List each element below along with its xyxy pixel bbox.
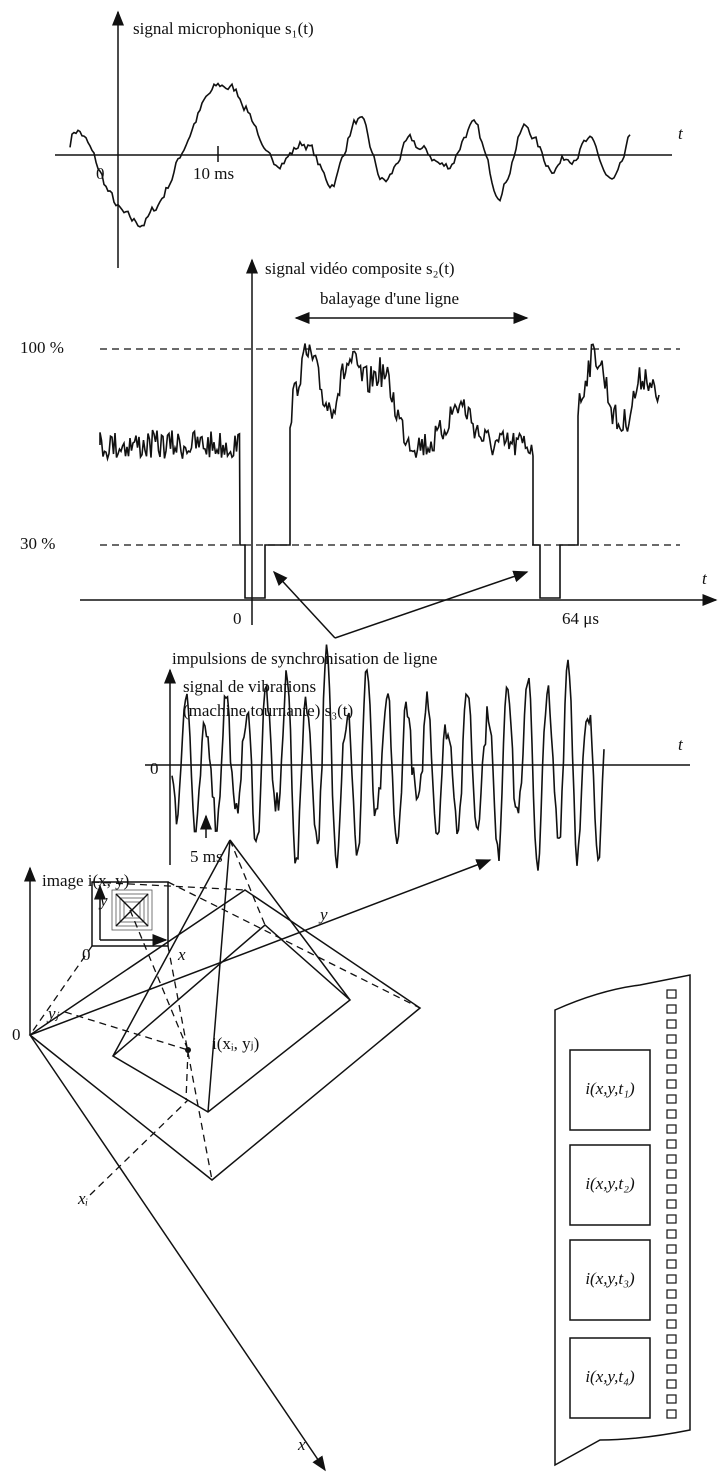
sprocket-hole [667, 1350, 676, 1358]
tick-label: 64 μs [562, 609, 599, 628]
sprocket-hole [667, 1110, 676, 1118]
pointer [335, 572, 527, 638]
figure: signal microphonique s₁(t) t 0 10 ms 100… [0, 0, 721, 1480]
sprocket-hole [667, 990, 676, 998]
sprocket-hole [667, 1275, 676, 1283]
sprocket-hole [667, 1290, 676, 1298]
caption: impulsions de synchronisation de ligne [172, 649, 437, 668]
sprocket-hole [667, 1155, 676, 1163]
origin: 0 [82, 945, 91, 964]
span-label: balayage d'une ligne [320, 289, 459, 308]
title: signal de vibrations [183, 677, 316, 696]
origin: 0 [12, 1025, 21, 1044]
frame-label: i(x,y,t₄) [585, 1367, 635, 1386]
title: signal vidéo composite s₂(t) [265, 259, 455, 278]
sprocket-hole [667, 1260, 676, 1268]
sprocket-hole [667, 1245, 676, 1253]
point [185, 1047, 191, 1053]
sprocket-hole [667, 1035, 676, 1043]
sprocket-hole [667, 1410, 676, 1418]
axis-label: y [98, 891, 108, 910]
pointer [274, 572, 335, 638]
sprocket-hole [667, 1065, 676, 1073]
axis-label: x [297, 1435, 306, 1454]
sprocket-hole [667, 1305, 676, 1313]
sprocket-hole [667, 1230, 676, 1238]
sprocket-hole [667, 1050, 676, 1058]
level-label: 100 % [20, 338, 64, 357]
point-label: i(xᵢ, yⱼ) [212, 1034, 259, 1053]
sprocket-hole [667, 1320, 676, 1328]
pyramid [113, 840, 350, 1112]
sprocket-hole [667, 1395, 676, 1403]
inset-pattern [112, 890, 152, 930]
axis-label: t [702, 569, 708, 588]
sprocket-holes [667, 990, 676, 1418]
tick-label: 10 ms [193, 164, 234, 183]
axis-label: x [177, 945, 186, 964]
frame-label: i(x,y,t₂) [585, 1174, 635, 1193]
axis-label: y [318, 905, 328, 924]
sprocket-hole [667, 1335, 676, 1343]
frame-label: i(x,y,t₃) [585, 1269, 635, 1288]
film-strip [555, 975, 690, 1465]
title: image i(x, y) [42, 871, 129, 890]
sprocket-hole [667, 1125, 676, 1133]
coordinate: xᵢ [77, 1189, 88, 1208]
sprocket-hole [667, 1095, 676, 1103]
sprocket-hole [667, 1215, 676, 1223]
axis-label: t [678, 735, 684, 754]
origin: 0 [150, 759, 159, 778]
sprocket-hole [667, 1170, 676, 1178]
sprocket-hole [667, 1080, 676, 1088]
frame-label: i(x,y,t₁) [585, 1079, 635, 1098]
sprocket-hole [667, 1020, 676, 1028]
title: signal microphonique s₁(t) [133, 19, 314, 38]
sprocket-hole [667, 1185, 676, 1193]
origin: 0 [233, 609, 242, 628]
sprocket-hole [667, 1200, 676, 1208]
sprocket-hole [667, 1140, 676, 1148]
coordinate: yⱼ [46, 1004, 60, 1023]
sprocket-hole [667, 1365, 676, 1373]
axis [30, 1035, 325, 1470]
sprocket-hole [667, 1380, 676, 1388]
level-label: 30 % [20, 534, 55, 553]
axis-label: t [678, 124, 684, 143]
sprocket-hole [667, 1005, 676, 1013]
waveform [100, 344, 659, 599]
